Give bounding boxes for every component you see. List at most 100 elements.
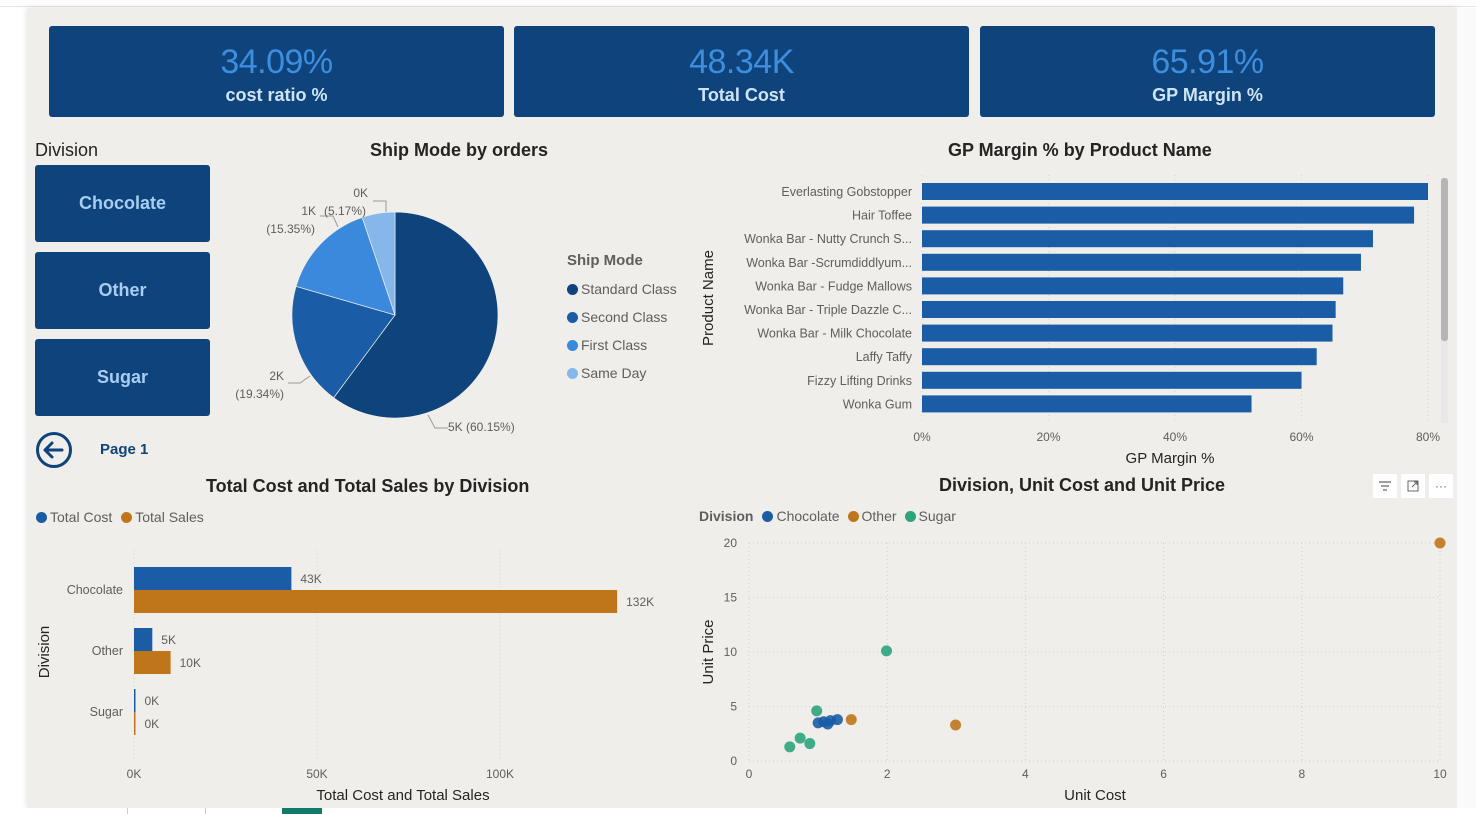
- pie-legend-title: Ship Mode: [567, 252, 643, 269]
- back-button[interactable]: [35, 431, 73, 469]
- scatter-point-other: [845, 714, 857, 726]
- x-tick-label: 0%: [913, 430, 931, 444]
- focus-mode-icon[interactable]: [1401, 474, 1425, 498]
- category-label: Chocolate: [67, 583, 123, 597]
- data-label: 0K: [145, 717, 160, 731]
- legend-label: First Class: [581, 337, 648, 353]
- category-label: Fizzy Lifting Drinks: [807, 374, 912, 388]
- legend-item-second-class[interactable]: Second Class: [567, 303, 677, 331]
- legend-label: Same Day: [581, 365, 647, 381]
- top-strip: [0, 0, 1476, 7]
- pie-data-label: (15.35%): [266, 222, 315, 236]
- kpi-label: Total Cost: [698, 85, 785, 105]
- scatter-point-other: [1434, 537, 1446, 549]
- pie-slice-second-class: [291, 285, 396, 399]
- filter-icon[interactable]: [1373, 474, 1397, 498]
- legend-label-total-sales[interactable]: Total Sales: [135, 509, 204, 525]
- data-label: 0K: [145, 694, 160, 708]
- legend-label-chocolate[interactable]: Chocolate: [776, 508, 840, 524]
- bar: [922, 183, 1428, 200]
- x-axis-title: Total Cost and Total Sales: [316, 787, 489, 804]
- scatter-legend: Division Chocolate Other Sugar: [699, 508, 956, 524]
- legend-dot: [567, 311, 578, 323]
- x-tick-label: 0: [746, 767, 753, 781]
- x-tick-label: 20%: [1036, 430, 1060, 444]
- category-label: Wonka Bar - Milk Chocolate: [757, 327, 912, 341]
- bar-total-sales: [134, 590, 618, 613]
- y-axis-title: Product Name: [700, 250, 717, 346]
- y-tick-label: 5: [730, 700, 737, 714]
- scatter-chart-title: Division, Unit Cost and Unit Price: [939, 475, 1226, 495]
- kpi-card-gp-margin: 65.91% GP Margin %: [980, 26, 1435, 117]
- page-tabs-bar: [0, 808, 1476, 814]
- category-label: Everlasting Gobstopper: [781, 185, 912, 199]
- scatter-point-sugar: [881, 645, 893, 657]
- bar: [922, 230, 1373, 248]
- bar-total-sales: [134, 651, 171, 674]
- scrollbar-thumb[interactable]: [1441, 178, 1448, 341]
- y-axis-title: Division: [36, 626, 53, 679]
- x-tick-label: 80%: [1416, 430, 1440, 444]
- x-tick-label: 60%: [1289, 430, 1313, 444]
- active-page-tab[interactable]: [282, 808, 322, 814]
- bar-total-cost: [134, 628, 153, 651]
- legend-item-standard-class[interactable]: Standard Class: [567, 275, 677, 303]
- kpi-label: cost ratio %: [225, 85, 328, 105]
- cost-sales-legend: Total Cost Total Sales: [36, 509, 204, 525]
- pie-data-label: 5K (60.15%): [448, 420, 515, 434]
- pie-data-label: 1K: [301, 204, 316, 218]
- kpi-card-total-cost: 48.34K Total Cost: [514, 26, 969, 117]
- kpi-value: 65.91%: [1151, 43, 1264, 81]
- page-tab-divider: [127, 808, 128, 814]
- cost-sales-bar-chart: 0K 50K 100K 43K 132K Chocolate 5K 10K Other 0K 0K S…: [36, 550, 654, 804]
- legend-item-same-day[interactable]: Same Day: [567, 359, 677, 387]
- legend-dot: [567, 339, 578, 351]
- scatter-point-other: [950, 719, 962, 731]
- data-label: 132K: [626, 595, 654, 609]
- category-label: Hair Toffee: [852, 209, 912, 223]
- bar-total-cost: [134, 689, 136, 712]
- kpi-value: 48.34K: [689, 43, 794, 81]
- bar: [922, 324, 1333, 342]
- legend-dot: [567, 283, 578, 295]
- arrow-left-circle-icon: [36, 432, 72, 468]
- category-label: Other: [92, 644, 123, 658]
- legend-dot: [36, 511, 47, 523]
- legend-dot: [567, 367, 578, 379]
- data-label: 5K: [161, 633, 176, 647]
- category-label: Wonka Bar -Scrumdiddlyum...: [746, 256, 912, 270]
- legend-dot: [847, 510, 859, 522]
- legend-label: Second Class: [581, 309, 668, 325]
- legend-item-first-class[interactable]: First Class: [567, 331, 677, 359]
- x-tick-label: 2: [884, 767, 891, 781]
- legend-label-other[interactable]: Other: [861, 508, 897, 524]
- x-tick-label: 4: [1022, 767, 1029, 781]
- y-tick-label: 15: [724, 591, 738, 605]
- legend-dot: [904, 510, 916, 522]
- page-1-link[interactable]: Page 1: [100, 441, 149, 458]
- pie-leader-line: [320, 215, 339, 228]
- pie-leader-line: [288, 375, 311, 384]
- gp-chart-scrollbar[interactable]: [1441, 178, 1448, 423]
- kpi-value: 34.09%: [220, 43, 333, 81]
- slicer-option-sugar[interactable]: Sugar: [35, 339, 210, 416]
- pie-chart-title: Ship Mode by orders: [370, 140, 549, 160]
- pie-leader-line: [373, 200, 387, 212]
- x-tick-label: 100K: [486, 767, 514, 781]
- more-options-icon[interactable]: ···: [1429, 474, 1453, 498]
- gp-margin-chart-title: GP Margin % by Product Name: [948, 140, 1212, 160]
- category-label: Wonka Bar - Triple Dazzle C...: [744, 303, 912, 317]
- category-label: Wonka Bar - Fudge Mallows: [755, 279, 912, 293]
- scatter-point-sugar: [804, 738, 816, 750]
- bar-total-sales: [134, 712, 136, 735]
- legend-label-sugar[interactable]: Sugar: [918, 508, 956, 524]
- pie-data-label: 0K: [353, 186, 368, 200]
- bar: [922, 301, 1336, 318]
- scatter-point-sugar: [784, 741, 796, 753]
- legend-label-total-cost[interactable]: Total Cost: [50, 509, 113, 525]
- y-tick-label: 20: [724, 536, 738, 550]
- slicer-option-chocolate[interactable]: Chocolate: [35, 165, 210, 242]
- bar: [922, 206, 1415, 224]
- right-gutter: [1457, 8, 1476, 808]
- slicer-option-other[interactable]: Other: [35, 252, 210, 329]
